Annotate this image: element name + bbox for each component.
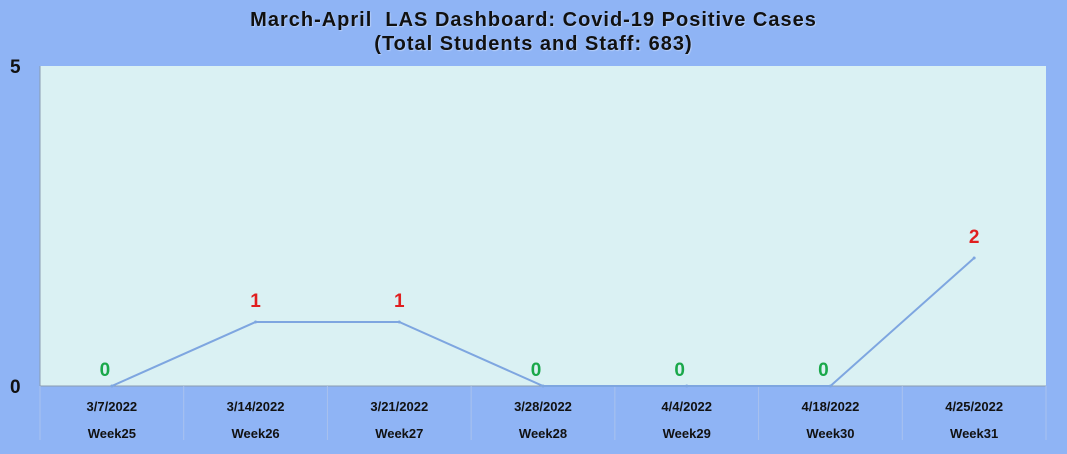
x-tick-label-date: 3/14/2022 — [227, 399, 285, 414]
x-tick-label-date: 3/28/2022 — [514, 399, 572, 414]
plot-area — [40, 66, 1046, 386]
data-point — [254, 320, 258, 324]
data-label: 2 — [969, 227, 980, 248]
x-tick-label-date: 4/4/2022 — [661, 399, 712, 414]
data-point — [972, 256, 976, 260]
x-tick-label-week: Week28 — [519, 426, 567, 441]
data-point — [685, 384, 689, 388]
chart-title: March-April LAS Dashboard: Covid-19 Posi… — [250, 9, 817, 31]
data-label: 0 — [531, 360, 542, 381]
data-point — [110, 384, 114, 388]
x-tick-label-date: 4/18/2022 — [802, 399, 860, 414]
data-label: 1 — [394, 291, 405, 312]
y-tick-label: 0 — [10, 377, 21, 398]
y-tick-label: 5 — [10, 57, 21, 78]
data-label: 0 — [100, 360, 111, 381]
x-tick-label-date: 3/7/2022 — [87, 399, 138, 414]
data-label: 1 — [250, 291, 261, 312]
x-tick-label-date: 4/25/2022 — [945, 399, 1003, 414]
chart-subtitle: (Total Students and Staff: 683) — [374, 33, 693, 55]
data-label: 0 — [818, 360, 829, 381]
x-tick-label-week: Week27 — [375, 426, 423, 441]
data-point — [828, 384, 832, 388]
x-tick-label-week: Week29 — [663, 426, 711, 441]
x-tick-label-date: 3/21/2022 — [370, 399, 428, 414]
data-point — [397, 320, 401, 324]
x-tick-label-week: Week31 — [950, 426, 998, 441]
data-point — [541, 384, 545, 388]
x-tick-label-week: Week30 — [806, 426, 854, 441]
chart-title-block: March-April LAS Dashboard: Covid-19 Posi… — [0, 8, 1067, 56]
data-label: 0 — [674, 360, 685, 381]
x-tick-label-week: Week26 — [231, 426, 279, 441]
x-tick-label-week: Week25 — [88, 426, 136, 441]
